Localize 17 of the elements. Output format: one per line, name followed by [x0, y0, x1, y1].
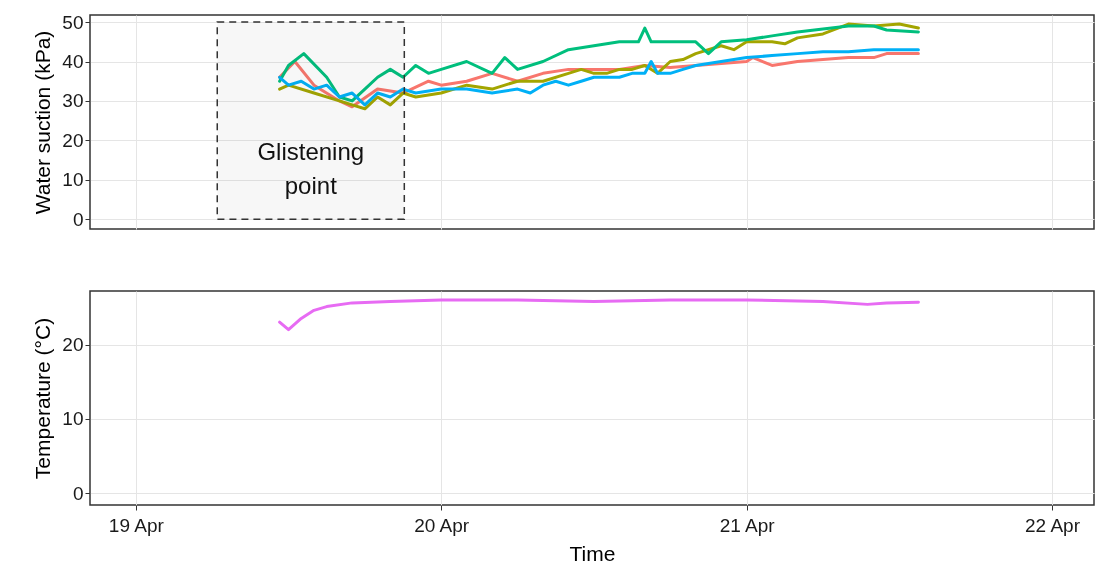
- y-tick-label: 20: [62, 334, 84, 355]
- y-tick-label: 0: [72, 208, 84, 230]
- x-tick-label: 22 Apr: [1025, 514, 1081, 536]
- y-tick-label: 10: [62, 169, 84, 191]
- x-tick-label: 19 Apr: [108, 514, 165, 536]
- x-tick-label: 20 Apr: [414, 514, 470, 536]
- x-axis-title: Time: [569, 541, 616, 565]
- y-axis-title: Temperature (°C): [31, 317, 55, 480]
- x-tick-label: 21 Apr: [719, 514, 776, 536]
- y-tick-label: 0: [72, 482, 84, 504]
- band-label: Glistening point: [257, 138, 365, 200]
- y-tick-label: 20: [62, 129, 84, 151]
- y-tick-label: 50: [62, 11, 84, 33]
- y-tick-label: 10: [62, 408, 84, 430]
- y-tick-label: 40: [62, 51, 84, 72]
- y-axis-title: Water suction (kPa): [31, 30, 55, 215]
- y-tick-label: 30: [62, 90, 84, 112]
